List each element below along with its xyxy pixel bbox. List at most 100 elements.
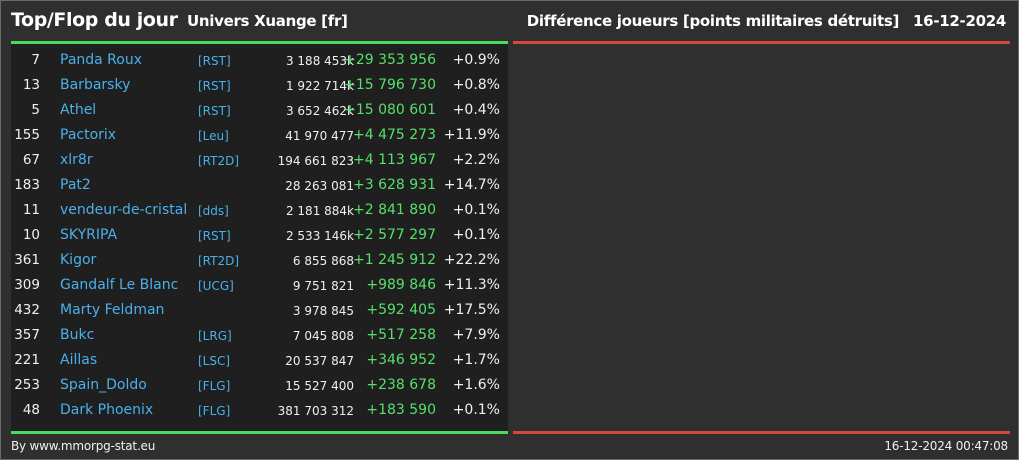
rank-cell: 11 — [22, 202, 40, 218]
points-cell: 6 855 868 — [292, 254, 354, 268]
table-row: 11 vendeur-de-cristal [dds] 2 181 884k +2 84… — [11, 198, 508, 223]
table-row: 253 Spain_Doldo [FLG] 15 527 400 +238 678 +1.… — [11, 373, 508, 398]
table-row: 183 Pat2 28 263 081 +3 628 931 +14.7% — [11, 173, 508, 198]
rank-cell: 361 — [14, 252, 40, 268]
percent-cell: +2.2% — [452, 152, 500, 168]
player-name-link[interactable]: Athel — [60, 102, 97, 118]
percent-cell: +0.1% — [452, 227, 500, 243]
alliance-tag-link[interactable]: [UCG] — [198, 279, 234, 293]
rank-cell: 48 — [22, 402, 40, 418]
alliance-tag-link[interactable]: [RST] — [198, 229, 231, 243]
player-name-link[interactable]: Spain_Doldo — [60, 377, 147, 393]
percent-cell: +0.1% — [452, 402, 500, 418]
update-timestamp: 16-12-2024 00:47:08 — [884, 439, 1008, 453]
percent-cell: +0.4% — [452, 102, 500, 118]
site-credit-link[interactable]: By www.mmorpg-stat.eu — [11, 439, 156, 453]
points-cell: 2 533 146k — [285, 229, 354, 243]
rank-cell: 309 — [14, 277, 40, 293]
difference-cell: +15 080 601 — [344, 102, 436, 118]
points-cell: 15 527 400 — [285, 379, 354, 393]
table-row: 309 Gandalf Le Blanc [UCG] 9 751 821 +989 84… — [11, 273, 508, 298]
points-cell: 9 751 821 — [292, 279, 354, 293]
alliance-tag-link[interactable]: [RST] — [198, 104, 231, 118]
table-row: 67 xlr8r [RT2D] 194 661 823 +4 113 967 +2.2% — [11, 148, 508, 173]
rank-cell: 13 — [22, 77, 40, 93]
table-row: 361 Kigor [RT2D] 6 855 868 +1 245 912 +22.2% — [11, 248, 508, 273]
alliance-tag-link[interactable]: [LRG] — [198, 329, 232, 343]
alliance-tag-link[interactable]: [RST] — [198, 79, 231, 93]
player-name-link[interactable]: xlr8r — [60, 152, 93, 168]
alliance-tag-link[interactable]: [dds] — [198, 204, 229, 218]
points-cell: 28 263 081 — [285, 179, 354, 193]
player-name-link[interactable]: Bukc — [60, 327, 95, 343]
alliance-tag-link[interactable]: [RST] — [198, 54, 231, 68]
percent-cell: +11.9% — [443, 127, 500, 143]
alliance-tag-link[interactable]: [RT2D] — [198, 154, 240, 168]
difference-cell: +29 353 956 — [344, 52, 436, 68]
table-row: 13 Barbarsky [RST] 1 922 714k +15 796 730 +0.… — [11, 73, 508, 98]
rank-cell: 10 — [22, 227, 40, 243]
table-row: 5 Athel [RST] 3 652 462k +15 080 601 +0.4% — [11, 98, 508, 123]
percent-cell: +0.9% — [452, 52, 500, 68]
player-name-link[interactable]: vendeur-de-cristal — [60, 202, 188, 218]
points-cell: 3 652 462k — [285, 104, 354, 118]
points-cell: 381 703 312 — [277, 404, 354, 418]
top-players-table: 7 Panda Roux [RST] 3 188 453k +29 353 956 +0.… — [11, 44, 508, 431]
player-name-link[interactable]: Panda Roux — [60, 52, 143, 68]
table-row: 48 Dark Phoenix [FLG] 381 703 312 +183 590 +0… — [11, 398, 508, 423]
percent-cell: +17.5% — [443, 302, 500, 318]
player-name-link[interactable]: Kigor — [60, 252, 97, 268]
difference-cell: +2 841 890 — [353, 202, 436, 218]
alliance-tag-link[interactable]: [Leu] — [198, 129, 229, 143]
points-cell: 7 045 808 — [292, 329, 354, 343]
player-name-link[interactable]: Pat2 — [60, 177, 91, 193]
bottom-divider-green — [11, 431, 508, 434]
top-divider-green — [11, 41, 508, 44]
difference-cell: +517 258 — [366, 327, 436, 343]
percent-cell: +11.3% — [443, 277, 500, 293]
difference-cell: +4 475 273 — [353, 127, 436, 143]
rank-cell: 183 — [14, 177, 40, 193]
player-name-link[interactable]: Aillas — [60, 352, 98, 368]
alliance-tag-link[interactable]: [FLG] — [198, 404, 231, 418]
table-row: 10 SKYRIPA [RST] 2 533 146k +2 577 297 +0.1% — [11, 223, 508, 248]
header: Top/Flop du jour Univers Xuange [fr] Dif… — [1, 1, 1018, 41]
rank-cell: 221 — [14, 352, 40, 368]
percent-cell: +1.7% — [452, 352, 500, 368]
points-cell: 20 537 847 — [285, 354, 354, 368]
alliance-tag-link[interactable]: [FLG] — [198, 379, 231, 393]
points-cell: 2 181 884k — [285, 204, 354, 218]
player-name-link[interactable]: Dark Phoenix — [60, 402, 154, 418]
difference-cell: +4 113 967 — [353, 152, 436, 168]
table-row: 432 Marty Feldman 3 978 845 +592 405 +17.5% — [11, 298, 508, 323]
percent-cell: +0.8% — [452, 77, 500, 93]
table-row: 221 Aillas [LSC] 20 537 847 +346 952 +1.7% — [11, 348, 508, 373]
metric-header: Différence joueurs [points militaires dé… — [527, 12, 1007, 30]
rank-cell: 432 — [14, 302, 40, 318]
table-row: 357 Bukc [LRG] 7 045 808 +517 258 +7.9% — [11, 323, 508, 348]
header-date: 16-12-2024 — [913, 12, 1006, 30]
points-cell: 41 970 477 — [285, 129, 354, 143]
difference-cell: +592 405 — [366, 302, 436, 318]
alliance-tag-link[interactable]: [LSC] — [198, 354, 231, 368]
percent-cell: +1.6% — [452, 377, 500, 393]
difference-cell: +346 952 — [366, 352, 436, 368]
player-name-link[interactable]: SKYRIPA — [60, 227, 118, 243]
top-divider-red — [513, 41, 1010, 44]
percent-cell: +22.2% — [443, 252, 500, 268]
player-name-link[interactable]: Marty Feldman — [60, 302, 165, 318]
percent-cell: +14.7% — [443, 177, 500, 193]
bottom-divider-red — [513, 431, 1010, 434]
page-title: Top/Flop du jour — [11, 9, 178, 31]
player-name-link[interactable]: Barbarsky — [60, 77, 131, 93]
difference-cell: +15 796 730 — [344, 77, 436, 93]
rank-cell: 253 — [14, 377, 40, 393]
table-row: 155 Pactorix [Leu] 41 970 477 +4 475 273 +11.… — [11, 123, 508, 148]
player-name-link[interactable]: Gandalf Le Blanc — [60, 277, 179, 293]
rank-cell: 7 — [31, 52, 40, 68]
points-cell: 3 188 453k — [285, 54, 354, 68]
table-row: 7 Panda Roux [RST] 3 188 453k +29 353 956 +0.… — [11, 48, 508, 73]
alliance-tag-link[interactable]: [RT2D] — [198, 254, 240, 268]
player-name-link[interactable]: Pactorix — [60, 127, 117, 143]
